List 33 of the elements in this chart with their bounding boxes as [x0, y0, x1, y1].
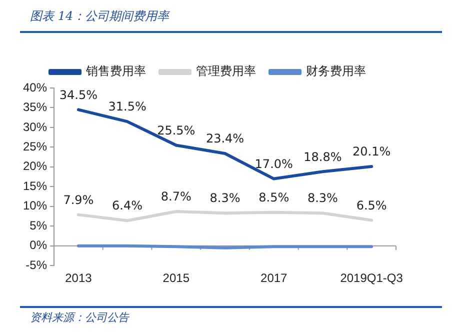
x-tick-label: 2013: [65, 271, 92, 286]
data-label: 8.5%: [258, 190, 290, 204]
text: 资料来源：公司公告: [30, 310, 129, 325]
data-label: 17.0%: [254, 156, 293, 171]
y-tick-label: 35%: [22, 100, 48, 114]
x-tick-label: 2017: [260, 271, 288, 286]
y-tick-label: -5%: [26, 258, 48, 272]
legend-label: 财务费用率: [306, 64, 366, 78]
y-tick-label: 25%: [22, 140, 48, 154]
legend-label: 销售费用率: [85, 64, 146, 78]
y-tick-label: 40%: [22, 80, 48, 94]
y-tick-label: 10%: [22, 198, 48, 213]
legend-label: 管理费用率: [196, 64, 256, 78]
y-tick-label: 20%: [22, 159, 48, 174]
y-tick-label: 15%: [22, 178, 48, 193]
data-label: 23.4%: [206, 132, 244, 146]
data-label: 7.9%: [63, 192, 94, 207]
data-label: 20.1%: [352, 144, 391, 159]
data-label: 25.5%: [157, 123, 196, 138]
data-label: 34.5%: [59, 88, 98, 102]
chart-title: 图表 14：公司期间费用率: [30, 8, 170, 25]
x-tick-label: 2019Q1-Q3: [340, 271, 404, 286]
y-tick-label: 5%: [30, 218, 48, 232]
data-label: 8.7%: [160, 190, 192, 204]
data-label: 6.4%: [112, 198, 143, 213]
data-label: 6.5%: [356, 198, 387, 212]
data-label: 18.8%: [304, 150, 342, 164]
y-tick-label: 0%: [30, 238, 48, 252]
x-tick-label: 2015: [162, 271, 190, 286]
data-label: 8.3%: [307, 191, 338, 206]
data-label: 31.5%: [108, 100, 146, 114]
y-tick-label: 30%: [22, 120, 48, 134]
data-label: 8.3%: [210, 191, 240, 206]
